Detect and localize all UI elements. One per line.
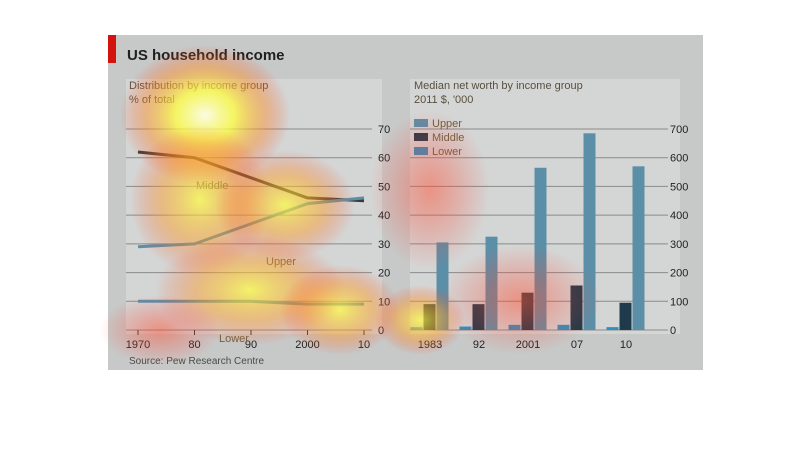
x-tick-label: 10 [620, 339, 632, 351]
y-tick-label: 300 [670, 239, 688, 251]
x-tick-label: 07 [571, 339, 583, 351]
y-tick-label: 60 [378, 153, 390, 165]
x-tick-label: 2001 [516, 339, 540, 351]
right-chart-title: Median net worth by income group [414, 80, 583, 92]
bar-upper [583, 133, 596, 330]
series-label-lower: Lower [219, 333, 249, 345]
series-line-middle [137, 150, 365, 203]
y-tick-label: 30 [378, 239, 390, 251]
y-tick-label: 0 [670, 325, 676, 337]
legend-label-upper: Upper [432, 118, 462, 130]
x-tick-label: 10 [358, 339, 370, 351]
legend-swatch-middle [414, 133, 428, 141]
x-tick-label: 1983 [418, 339, 442, 351]
bar-lower [557, 324, 570, 330]
bar-lower [606, 327, 619, 330]
right-chart-subtitle: 2011 $, '000 [414, 94, 474, 106]
series-label-upper: Upper [266, 256, 296, 268]
bar-upper [632, 166, 645, 330]
y-tick-label: 10 [378, 296, 390, 308]
x-tick-label: 1970 [126, 339, 150, 351]
y-tick-label: 200 [670, 268, 688, 280]
bar-middle [619, 302, 632, 330]
bar-lower [459, 326, 472, 330]
y-tick-label: 600 [670, 153, 688, 165]
y-tick-label: 40 [378, 210, 390, 222]
bar-middle [570, 285, 583, 330]
y-tick-label: 400 [670, 210, 688, 222]
bar-upper [534, 167, 547, 330]
legend-label-middle: Middle [432, 132, 464, 144]
bar-chart: 0 100 200 300 400 500 600 700 1983 92 2001 07 10 Uppe… [410, 118, 688, 351]
y-tick-label: 100 [670, 296, 688, 308]
bar-lower [508, 324, 521, 330]
y-tick-label: 20 [378, 268, 390, 280]
bar-middle [472, 304, 485, 330]
legend-swatch-lower [414, 147, 428, 155]
legend-label-lower: Lower [432, 146, 462, 158]
bar-middle [423, 304, 436, 330]
accent-bar [108, 35, 116, 63]
series-line-upper [137, 196, 365, 249]
bar-middle [521, 292, 534, 330]
y-tick-label: 700 [670, 124, 688, 136]
right-chart-panel: Median net worth by income group 2011 $,… [410, 79, 688, 351]
chart-figure: US household income Distribution by inco… [108, 35, 703, 370]
legend-swatch-upper [414, 119, 428, 127]
x-tick-label: 80 [188, 339, 200, 351]
y-tick-label: 0 [378, 325, 384, 337]
bar-upper [485, 236, 498, 330]
y-tick-label: 70 [378, 124, 390, 136]
bar-upper [436, 242, 449, 330]
bar-lower [410, 327, 423, 330]
x-tick-label: 2000 [295, 339, 319, 351]
series-label-middle: Middle [196, 180, 228, 192]
figure-title: US household income [127, 47, 285, 64]
y-tick-label: 50 [378, 181, 390, 193]
source-note: Source: Pew Research Centre [129, 356, 265, 367]
y-tick-label: 500 [670, 181, 688, 193]
left-chart-panel: Distribution by income group % of total … [126, 79, 390, 351]
x-tick-label: 92 [473, 339, 485, 351]
